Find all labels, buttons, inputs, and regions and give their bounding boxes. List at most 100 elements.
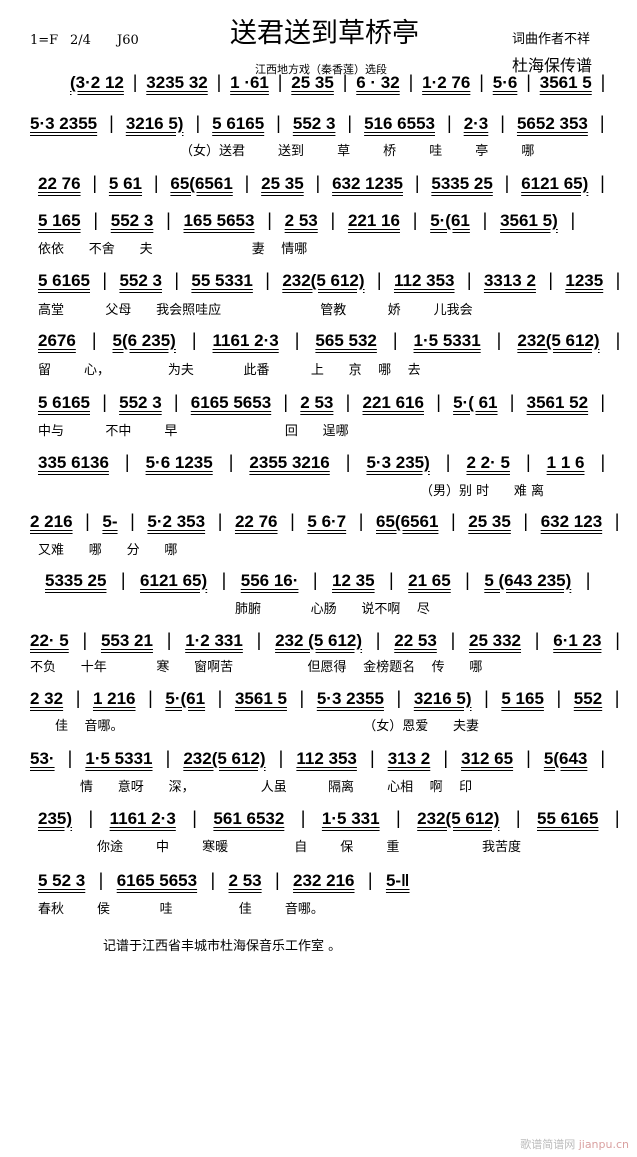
- measure: 556 16·: [240, 571, 299, 590]
- measure: 313 2: [387, 749, 431, 768]
- notation-row: 5 6165 | 552 3 | 6165 5653 | 2 53 | 221 616 | 5·( …: [38, 391, 605, 413]
- bar-line: |: [600, 72, 606, 92]
- bar-line: |: [600, 392, 605, 412]
- measure: 1·5 5331: [413, 331, 481, 350]
- bar-line: |: [290, 511, 295, 531]
- bar-line: |: [174, 270, 180, 290]
- bar-line: |: [447, 113, 452, 133]
- subtitle: 江西地方戏（秦香莲）选段: [255, 63, 387, 76]
- notation-row: 2 216 | 5- | 5·2 353 | 22 76 | 5 6·7 | 65(6561 | 25 …: [30, 510, 619, 532]
- bar-line: |: [210, 870, 216, 890]
- bar-line: |: [216, 72, 222, 92]
- measure: 335 6136: [38, 453, 109, 472]
- measure: 22 76: [234, 512, 278, 531]
- bar-line: |: [277, 72, 283, 92]
- bar-line: |: [120, 570, 126, 590]
- measure: 2676: [38, 331, 76, 350]
- bar-line: |: [195, 113, 201, 133]
- measure: 112 353: [296, 749, 357, 768]
- lyric-line: 高堂 父母 我会照哇应 管教 娇 儿我会: [38, 303, 473, 318]
- measure: 6·1 23: [553, 631, 602, 650]
- measure: 5 6165: [38, 271, 90, 290]
- measure: 232 (5 612): [275, 631, 363, 650]
- bar-line: |: [615, 330, 621, 350]
- measure: 25 35: [468, 512, 511, 531]
- measure: 1 216: [92, 689, 136, 708]
- bar-line: |: [600, 748, 606, 768]
- footer-note: 记谱于江西省丰城市杜海保音乐工作室 。: [103, 939, 342, 954]
- measure: 6121 65): [521, 174, 589, 193]
- measure: 112 353: [393, 271, 455, 290]
- bar-line: |: [109, 113, 114, 133]
- notation-row: 5335 25 | 6121 65) | 556 16· | 12 35 | 21 65 | 5 (…: [45, 569, 590, 591]
- measure: 5 52 3: [38, 871, 86, 890]
- measure: 5·(61: [430, 211, 470, 230]
- bar-line: |: [85, 511, 90, 531]
- notation-row: 22 76 | 5 61 | 65(6561 | 25 35 | 632 1235 | 5335 2…: [38, 172, 605, 194]
- time-signature: 2/4: [70, 33, 91, 48]
- bar-line: |: [294, 330, 300, 350]
- key-signature: 1=F: [30, 33, 59, 48]
- bar-line: |: [244, 173, 250, 193]
- measure: 2 53: [300, 393, 334, 412]
- bar-line: |: [92, 173, 98, 193]
- bar-line: |: [88, 808, 94, 828]
- measure: 552 3: [110, 211, 154, 230]
- measure: 232 216: [293, 871, 355, 890]
- bar-line: |: [102, 392, 107, 412]
- bar-line: |: [484, 688, 489, 708]
- measure: 552 3: [119, 393, 162, 412]
- measure: 561 6532: [213, 809, 285, 828]
- bar-line: |: [217, 688, 223, 708]
- measure: 5 6·7: [307, 512, 347, 531]
- bar-line: |: [274, 870, 280, 890]
- bar-line: |: [614, 511, 620, 531]
- measure: 232(5 612): [417, 809, 500, 828]
- measure: 5(643: [543, 749, 588, 768]
- measure: 5335 25: [45, 571, 107, 590]
- measure: 565 532: [315, 331, 377, 350]
- bar-line: |: [330, 210, 336, 230]
- measure: 25 35: [261, 174, 304, 193]
- measure: 1 ·61: [230, 73, 269, 92]
- bar-line: |: [614, 688, 620, 708]
- measure: 3235 32: [146, 73, 208, 92]
- bar-line: |: [173, 392, 179, 412]
- measure: 55 6165: [537, 809, 599, 828]
- notation-row: 5 165 | 552 3 | 165 5653 | 2 53 | 221 16 | 5·(61 | 3…: [38, 209, 575, 231]
- measure: 1161 2·3: [109, 809, 176, 828]
- bar-line: |: [91, 330, 97, 350]
- bar-line: |: [358, 511, 364, 531]
- notation-row: 5·3 2355 | 3216 5) | 5 6165 | 552 3 | 516 6553 | 2…: [30, 112, 605, 134]
- measure: 312 65: [461, 749, 514, 768]
- bar-line: |: [600, 173, 605, 193]
- measure: 552 3: [292, 114, 336, 133]
- song-title: 送君送到草桥亭: [230, 18, 419, 49]
- bar-line: |: [221, 570, 227, 590]
- measure: 6121 65): [140, 571, 208, 590]
- measure: 2·3: [463, 114, 489, 133]
- measure: 3561 5): [500, 211, 558, 230]
- lyric-line: 又难 哪 分 哪: [38, 543, 178, 558]
- measure: 5 (643 235): [484, 571, 572, 590]
- measure: (3·2 12: [70, 73, 124, 92]
- lyric-line: （男）别 时 难 离: [420, 484, 545, 499]
- bar-line: |: [599, 113, 605, 133]
- measure: 5 6165: [212, 114, 265, 133]
- measure: 5·6 1235: [145, 453, 213, 472]
- lyric-line: 留 心， 为夫 此番 上 京 哪 去: [38, 363, 421, 378]
- measure: 3561 5: [539, 73, 592, 92]
- bar-line: |: [300, 808, 306, 828]
- measure: 165 5653: [183, 211, 255, 230]
- measure: 1·2 76: [422, 73, 471, 92]
- measure: 1161 2·3: [212, 331, 279, 350]
- measure: 5 6165: [38, 393, 90, 412]
- bar-line: |: [600, 452, 606, 472]
- bar-line: |: [396, 688, 402, 708]
- bar-line: |: [445, 452, 451, 472]
- bar-line: |: [496, 330, 502, 350]
- notation-row: 5 6165 | 552 3 | 55 5331 | 232(5 612) | 112 353 |…: [38, 269, 620, 291]
- measure: 3216 5): [125, 114, 184, 133]
- measure: 2355 3216: [249, 453, 330, 472]
- notation-row: 22· 5 | 553 21 | 1·2 331 | 232 (5 612) | 22 53 | 2…: [30, 629, 620, 651]
